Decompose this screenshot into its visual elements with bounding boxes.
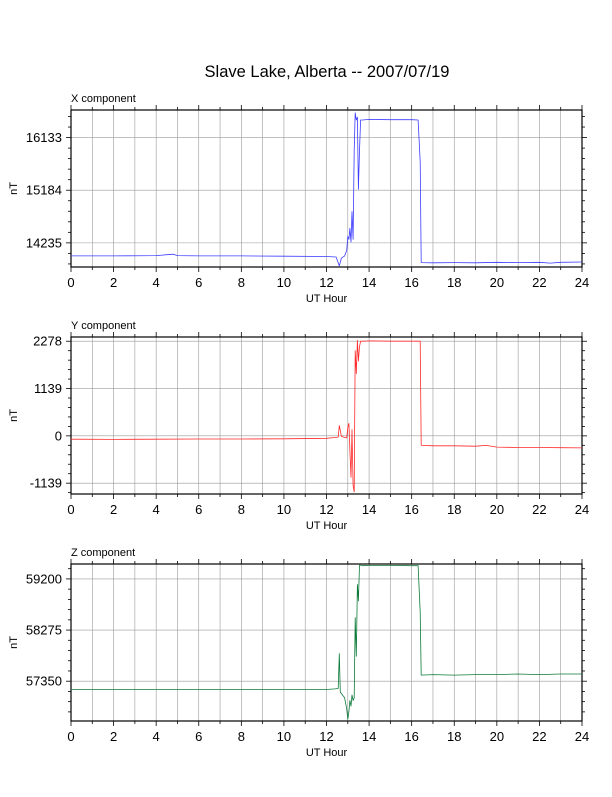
x-axis-label: UT Hour xyxy=(306,520,348,532)
series-line xyxy=(71,564,582,720)
x-tick-label: 20 xyxy=(490,502,504,517)
x-tick-label: 2 xyxy=(110,729,117,744)
x-tick-label: 16 xyxy=(404,502,418,517)
x-tick-label: 24 xyxy=(575,502,589,517)
x-tick-label: 18 xyxy=(447,275,461,290)
y-tick-label: 0 xyxy=(55,428,62,443)
x-tick-label: 0 xyxy=(67,729,74,744)
x-tick-label: 20 xyxy=(490,275,504,290)
x-tick-label: 22 xyxy=(532,275,546,290)
y-tick-label: 1139 xyxy=(34,381,62,396)
panel-label: Y component xyxy=(71,320,136,332)
y-tick-label: -1139 xyxy=(30,476,62,491)
x-tick-label: 8 xyxy=(238,275,245,290)
series-line xyxy=(71,112,583,267)
x-tick-label: 18 xyxy=(447,502,461,517)
x-tick-label: 8 xyxy=(238,502,245,517)
x-tick-label: 4 xyxy=(153,502,160,517)
x-tick-label: 10 xyxy=(277,502,291,517)
x-tick-label: 6 xyxy=(195,275,202,290)
chart-title: Slave Lake, Alberta -- 2007/07/19 xyxy=(205,63,450,81)
y-tick-label: 2278 xyxy=(33,334,62,349)
x-tick-label: 24 xyxy=(575,729,589,744)
x-tick-label: 24 xyxy=(575,275,589,290)
panel-label: Z component xyxy=(71,547,135,559)
x-tick-label: 2 xyxy=(110,502,117,517)
y-axis-label: nT xyxy=(8,409,20,422)
y-tick-label: 59200 xyxy=(26,571,62,586)
y-tick-label: 15184 xyxy=(26,183,62,198)
x-tick-label: 16 xyxy=(404,275,418,290)
x-tick-label: 6 xyxy=(195,729,202,744)
x-tick-label: 6 xyxy=(195,502,202,517)
x-tick-label: 12 xyxy=(319,502,333,517)
x-tick-label: 14 xyxy=(362,729,376,744)
y-tick-label: 58275 xyxy=(26,623,62,638)
x-tick-label: 22 xyxy=(532,729,546,744)
x-tick-label: 10 xyxy=(277,275,291,290)
x-tick-label: 0 xyxy=(67,502,74,517)
y-tick-label: 16133 xyxy=(26,130,62,145)
x-tick-label: 14 xyxy=(362,502,376,517)
x-tick-label: 8 xyxy=(238,729,245,744)
y-tick-label: 57350 xyxy=(26,674,62,689)
y-axis-label: nT xyxy=(8,182,20,195)
x-tick-label: 20 xyxy=(490,729,504,744)
y-axis-label: nT xyxy=(8,636,20,649)
x-tick-label: 2 xyxy=(110,275,117,290)
x-tick-label: 4 xyxy=(153,729,160,744)
x-tick-label: 14 xyxy=(362,275,376,290)
x-axis-label: UT Hour xyxy=(306,747,348,759)
x-tick-label: 18 xyxy=(447,729,461,744)
x-tick-label: 12 xyxy=(319,729,333,744)
x-tick-label: 0 xyxy=(67,275,74,290)
x-tick-label: 12 xyxy=(319,275,333,290)
x-tick-label: 22 xyxy=(532,502,546,517)
x-tick-label: 16 xyxy=(404,729,418,744)
series-line xyxy=(70,339,583,493)
x-axis-label: UT Hour xyxy=(306,293,348,305)
y-tick-label: 14235 xyxy=(26,235,62,250)
panel-label: X component xyxy=(71,93,136,105)
x-tick-label: 10 xyxy=(277,729,291,744)
x-tick-label: 4 xyxy=(153,275,160,290)
